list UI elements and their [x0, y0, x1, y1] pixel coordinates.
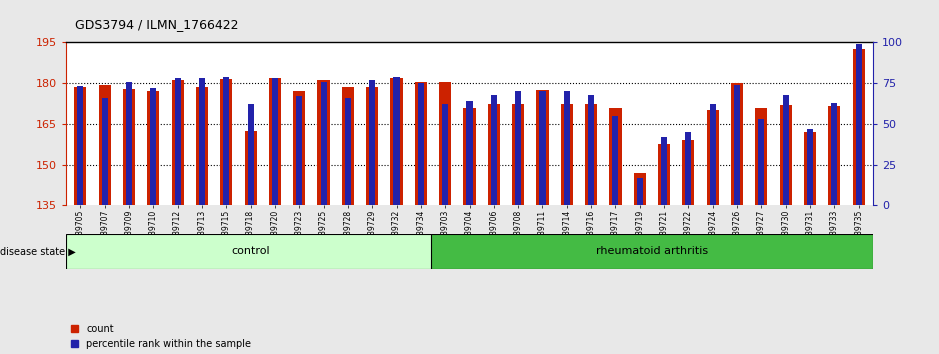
Bar: [710, 104, 716, 205]
Bar: [147, 91, 160, 205]
Bar: [779, 105, 792, 205]
Bar: [464, 108, 475, 205]
Bar: [196, 87, 208, 205]
Bar: [175, 78, 180, 205]
Bar: [296, 96, 302, 205]
Bar: [634, 173, 646, 205]
Bar: [683, 140, 695, 205]
Bar: [609, 108, 622, 205]
Bar: [101, 98, 108, 205]
Bar: [467, 101, 472, 205]
Bar: [658, 144, 670, 205]
Bar: [731, 83, 743, 205]
Bar: [74, 87, 86, 205]
Bar: [807, 129, 813, 205]
Bar: [366, 87, 378, 205]
Bar: [77, 86, 84, 205]
Bar: [342, 87, 354, 205]
Bar: [612, 116, 619, 205]
Bar: [369, 80, 376, 205]
Bar: [828, 106, 840, 205]
Bar: [536, 90, 548, 205]
Bar: [661, 137, 667, 205]
Bar: [172, 80, 184, 205]
Bar: [391, 78, 403, 205]
Legend: count, percentile rank within the sample: count, percentile rank within the sample: [70, 324, 251, 349]
Bar: [199, 78, 205, 205]
Bar: [539, 91, 546, 205]
Bar: [439, 82, 452, 205]
Bar: [707, 110, 719, 205]
Bar: [512, 104, 524, 205]
Bar: [588, 95, 594, 205]
Bar: [244, 131, 256, 205]
Bar: [126, 81, 132, 205]
Bar: [487, 104, 500, 205]
Bar: [123, 88, 135, 205]
Bar: [345, 98, 351, 205]
Bar: [563, 91, 570, 205]
Bar: [415, 82, 427, 205]
Bar: [685, 132, 691, 205]
Bar: [637, 178, 643, 205]
Bar: [248, 104, 254, 205]
Bar: [783, 95, 789, 205]
Bar: [804, 132, 816, 205]
Bar: [831, 103, 838, 205]
Bar: [220, 79, 232, 205]
Bar: [269, 78, 281, 205]
Bar: [431, 234, 873, 269]
Bar: [418, 83, 423, 205]
Bar: [734, 85, 740, 205]
Bar: [320, 81, 327, 205]
Bar: [293, 91, 305, 205]
Bar: [759, 119, 764, 205]
Bar: [755, 108, 767, 205]
Bar: [442, 104, 448, 205]
Bar: [516, 91, 521, 205]
Bar: [855, 44, 862, 205]
Text: rheumatoid arthritis: rheumatoid arthritis: [596, 246, 708, 256]
Bar: [150, 88, 156, 205]
Bar: [853, 49, 865, 205]
Bar: [561, 104, 573, 205]
Bar: [585, 104, 597, 205]
Bar: [393, 77, 400, 205]
Text: control: control: [231, 246, 269, 256]
Bar: [491, 95, 497, 205]
Text: GDS3794 / ILMN_1766422: GDS3794 / ILMN_1766422: [75, 18, 239, 31]
Bar: [272, 78, 278, 205]
Bar: [99, 85, 111, 205]
Text: disease state ▶: disease state ▶: [0, 246, 76, 256]
Bar: [317, 80, 330, 205]
Bar: [66, 234, 436, 269]
Bar: [223, 77, 229, 205]
